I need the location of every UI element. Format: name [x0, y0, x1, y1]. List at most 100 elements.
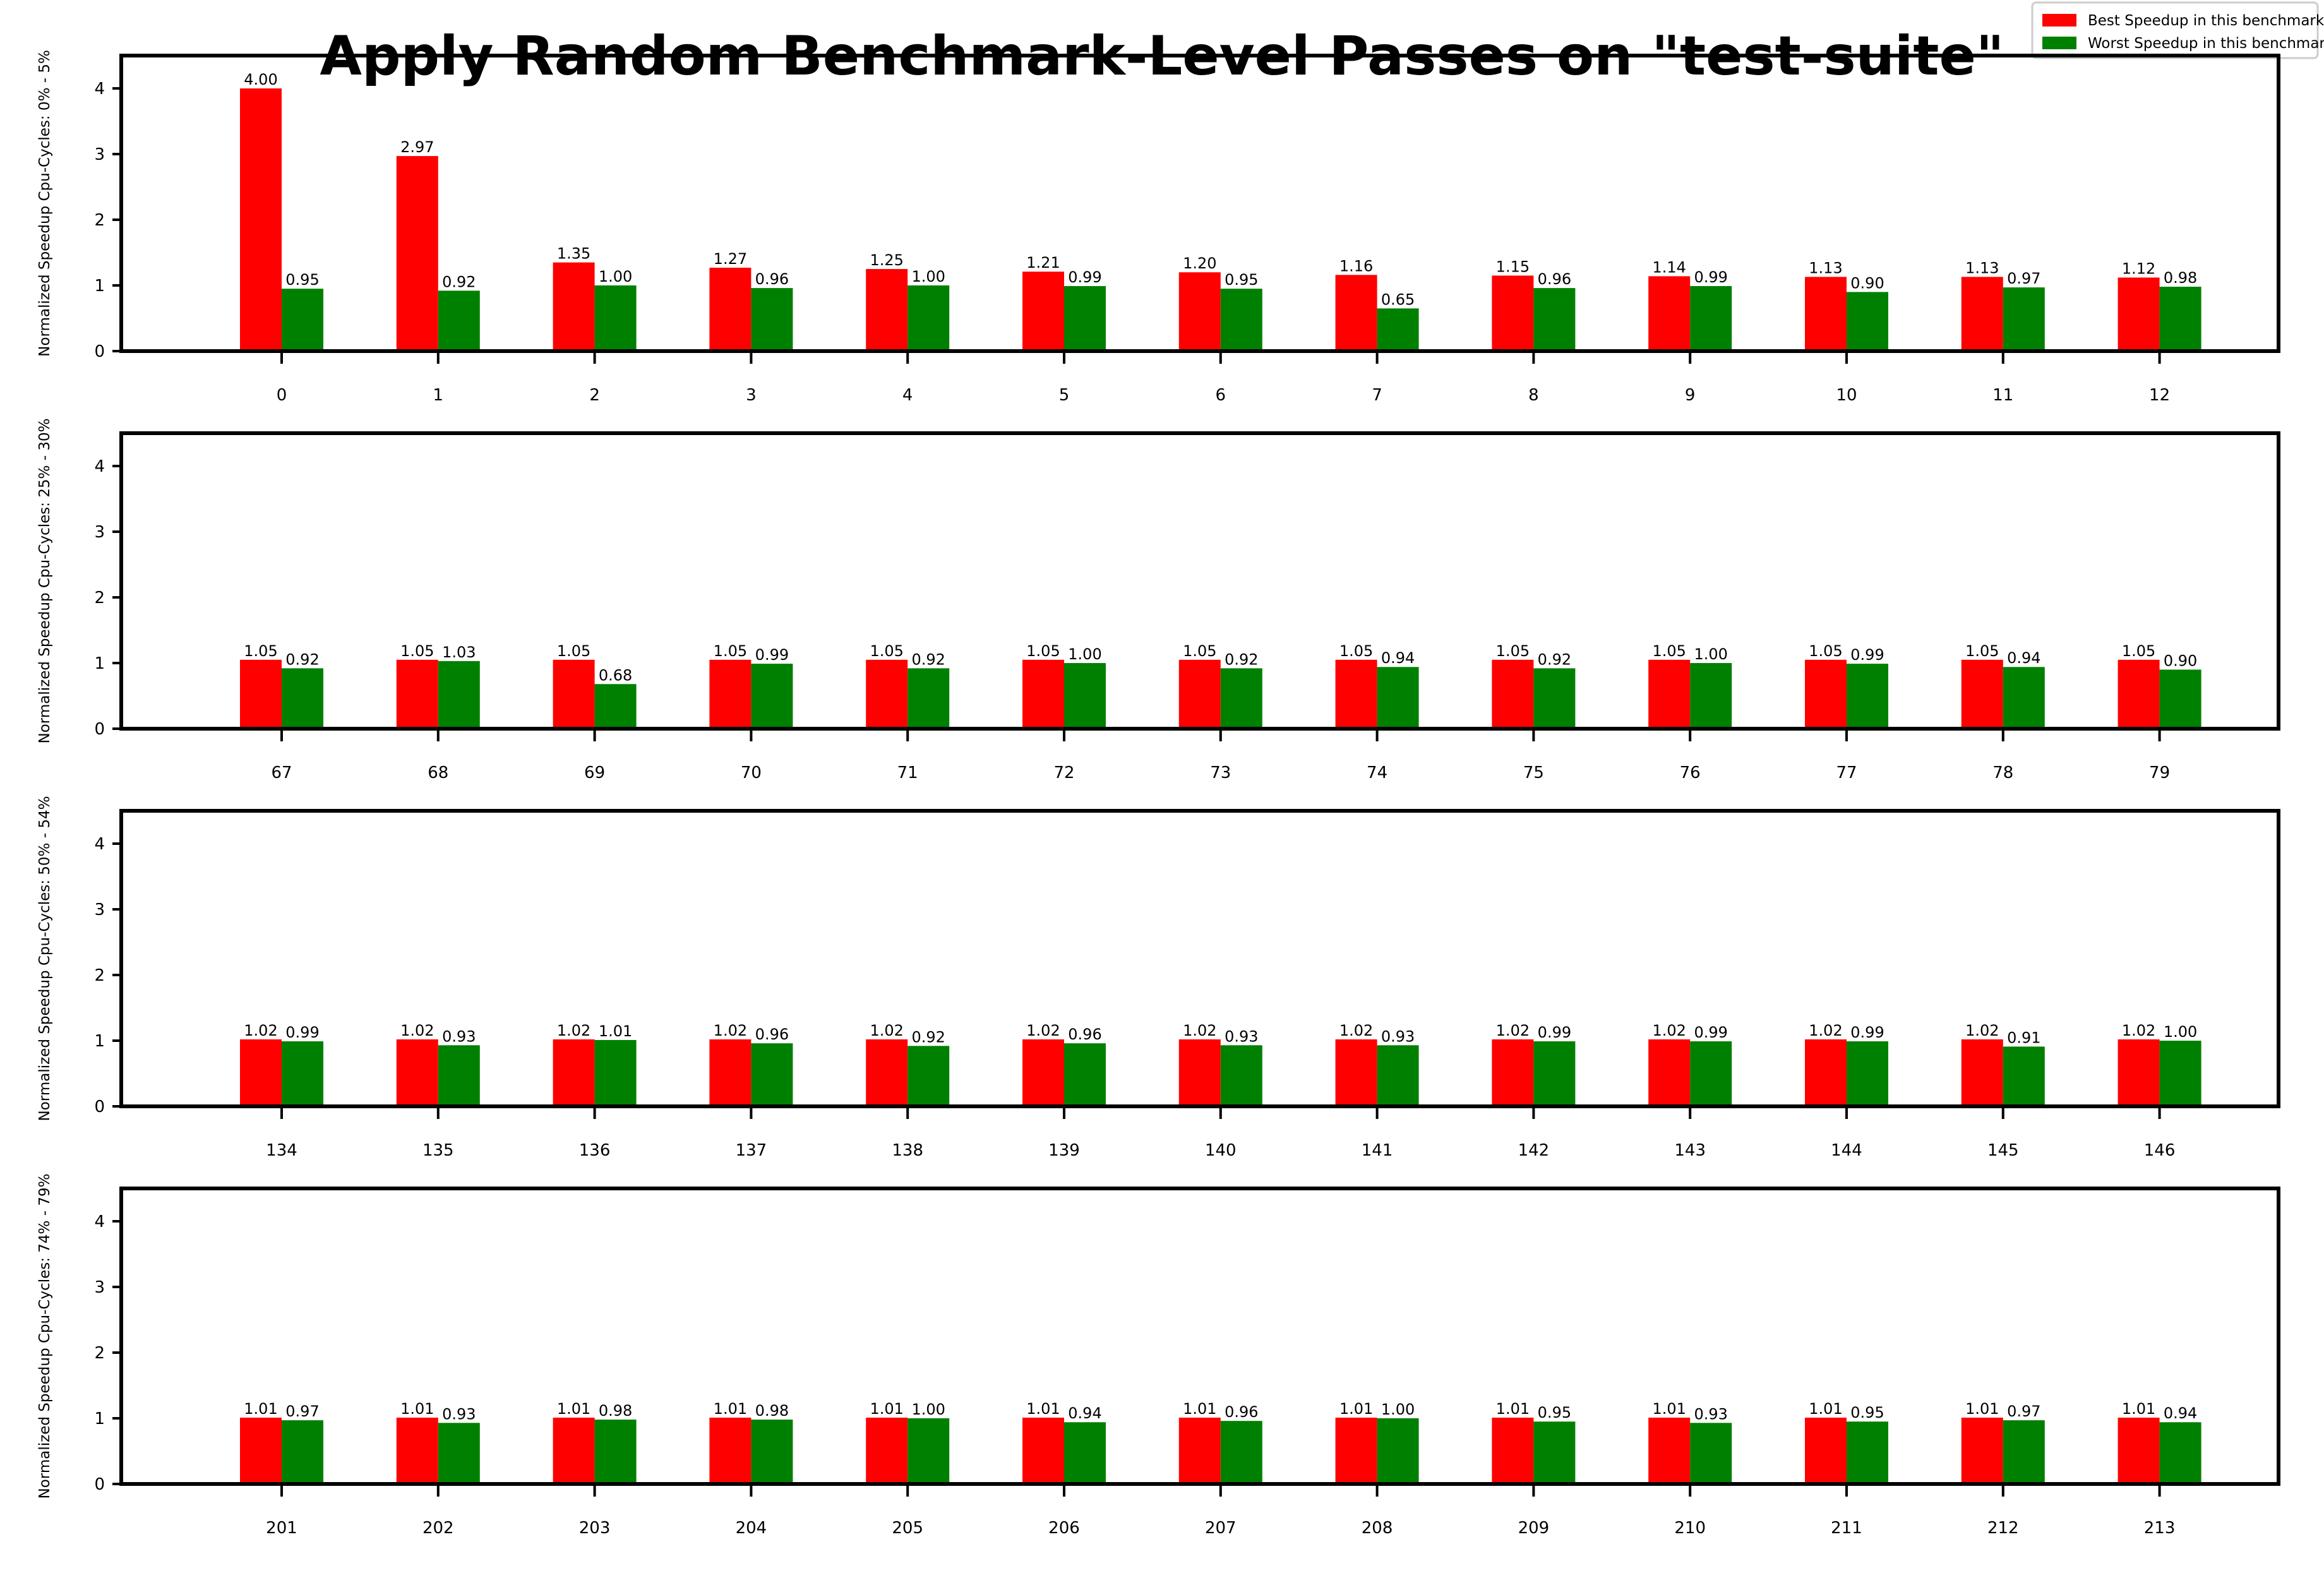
- bar-worst: [1377, 1418, 1419, 1484]
- x-tick-label: 142: [1518, 1141, 1550, 1160]
- bar-label-best: 1.05: [1496, 642, 1530, 660]
- bar-worst: [438, 1423, 480, 1484]
- x-tick-label: 201: [266, 1519, 297, 1538]
- bar-best: [1805, 659, 1847, 729]
- plot-frame: [119, 809, 2280, 1108]
- bar-label-best: 1.02: [1496, 1022, 1530, 1039]
- bar-best: [709, 1417, 752, 1484]
- bar-label-worst: 1.01: [599, 1022, 632, 1040]
- x-tick-label: 5: [1059, 386, 1070, 405]
- x-tick-label: 140: [1205, 1141, 1237, 1160]
- bar-best: [1648, 659, 1691, 729]
- bar-label-worst: 0.95: [1850, 1404, 1884, 1421]
- y-tick-label: 0: [94, 342, 105, 361]
- bar-best: [2117, 1417, 2160, 1484]
- bar-label-worst: 0.94: [1068, 1404, 1101, 1422]
- bar-best: [1492, 275, 1534, 351]
- subplot-1: Normalized Speedup Cpu-Cycles: 0% - 5% 0 1…: [37, 50, 2280, 405]
- plot-frame: [119, 431, 2280, 731]
- legend-frame: [2031, 1, 2319, 59]
- bar-label-worst: 1.00: [911, 1401, 945, 1418]
- bar-worst: [1064, 1043, 1106, 1106]
- bar-worst: [1690, 286, 1732, 351]
- bar-label-best: 1.01: [1183, 1400, 1216, 1418]
- bar-label-worst: 0.96: [755, 270, 789, 288]
- bar-label-best: 1.05: [244, 642, 277, 660]
- x-tick-label: 138: [892, 1141, 923, 1160]
- bar-worst: [282, 1420, 323, 1484]
- x-tick-label: 202: [422, 1519, 454, 1538]
- x-tick-label: 76: [1680, 763, 1701, 782]
- y-tick-label: 3: [94, 145, 105, 164]
- x-tick-label: 141: [1362, 1141, 1393, 1160]
- x-tick-label: 9: [1685, 386, 1696, 405]
- bar-label-best: 1.01: [557, 1400, 590, 1418]
- bar-best: [553, 262, 595, 351]
- bar-worst: [1220, 1421, 1262, 1484]
- bar-label-worst: 0.95: [285, 271, 319, 289]
- bar-best: [1492, 1417, 1534, 1484]
- x-tick-label: 208: [1362, 1519, 1393, 1538]
- legend-label-worst: Worst Speedup in this benchmark: [2088, 35, 2324, 52]
- bar-best: [240, 1039, 282, 1106]
- bar-best: [1335, 275, 1377, 351]
- bar-label-worst: 0.92: [442, 273, 476, 290]
- bar-worst: [2159, 287, 2201, 351]
- bar-best: [2117, 1039, 2160, 1106]
- bar-label-best: 4.00: [244, 71, 277, 88]
- bar-label-best: 1.02: [870, 1022, 903, 1039]
- bar-label-worst: 0.90: [1850, 274, 1884, 292]
- y-tick-label: 2: [94, 211, 105, 230]
- bar-best: [1178, 1039, 1221, 1106]
- bar-best: [396, 1417, 438, 1484]
- bar-worst: [2003, 667, 2045, 729]
- bar-worst: [1690, 663, 1732, 729]
- bar-label-worst: 0.98: [755, 1402, 789, 1420]
- bar-label-best: 1.05: [1652, 642, 1686, 660]
- bar-label-best: 1.16: [1339, 257, 1373, 275]
- x-tick-label: 135: [422, 1141, 454, 1160]
- bar-label-worst: 0.99: [285, 1024, 319, 1041]
- bar-worst: [438, 1045, 480, 1106]
- bar-best: [1492, 1039, 1534, 1106]
- subplot-3: Normalized Speedup Cpu-Cycles: 50% - 54%…: [37, 796, 2280, 1160]
- bar-label-best: 1.05: [1026, 642, 1060, 660]
- bar-label-worst: 0.96: [1225, 1403, 1258, 1421]
- bar-best: [1961, 277, 2003, 351]
- y-tick-label: 0: [94, 1098, 105, 1116]
- bar-label-best: 1.01: [1652, 1400, 1686, 1418]
- y-tick-label: 4: [94, 457, 105, 476]
- bar-worst: [1847, 1041, 1888, 1106]
- bar-label-worst: 1.00: [1694, 645, 1727, 663]
- y-tick-label: 2: [94, 1344, 105, 1363]
- bar-label-best: 1.02: [1026, 1022, 1060, 1039]
- y-tick-label: 3: [94, 523, 105, 542]
- bar-best: [1335, 1039, 1377, 1106]
- bar-label-worst: 0.98: [2164, 269, 2197, 287]
- bar-label-best: 1.35: [557, 245, 590, 263]
- x-tick-label: 77: [1836, 763, 1857, 782]
- bar-best: [1178, 1417, 1221, 1484]
- bar-label-best: 1.05: [1809, 642, 1842, 660]
- x-tick-label: 206: [1048, 1519, 1080, 1538]
- bar-best: [866, 269, 908, 351]
- x-tick-label: 213: [2144, 1519, 2176, 1538]
- x-tick-label: 72: [1053, 763, 1074, 782]
- bar-label-worst: 0.99: [1538, 1024, 1571, 1041]
- x-tick-label: 203: [579, 1519, 611, 1538]
- bar-best: [396, 1039, 438, 1106]
- bar-label-worst: 0.93: [442, 1405, 476, 1423]
- bar-best: [1178, 659, 1221, 729]
- bar-label-worst: 0.97: [2007, 270, 2040, 287]
- bar-worst: [1533, 288, 1576, 351]
- bar-label-worst: 0.92: [911, 650, 945, 668]
- legend: Best Speedup in this benchmark Worst Spe…: [2031, 1, 2324, 59]
- bar-label-worst: 0.90: [2164, 652, 2197, 669]
- x-tick-label: 136: [579, 1141, 611, 1160]
- bar-label-best: 1.12: [2122, 260, 2155, 278]
- x-tick-label: 70: [741, 763, 762, 782]
- y-tick-label: 1: [94, 654, 105, 673]
- bar-label-worst: 0.94: [2164, 1404, 2197, 1422]
- bar-label-worst: 0.65: [1381, 290, 1415, 308]
- bar-label-worst: 0.93: [1381, 1027, 1415, 1045]
